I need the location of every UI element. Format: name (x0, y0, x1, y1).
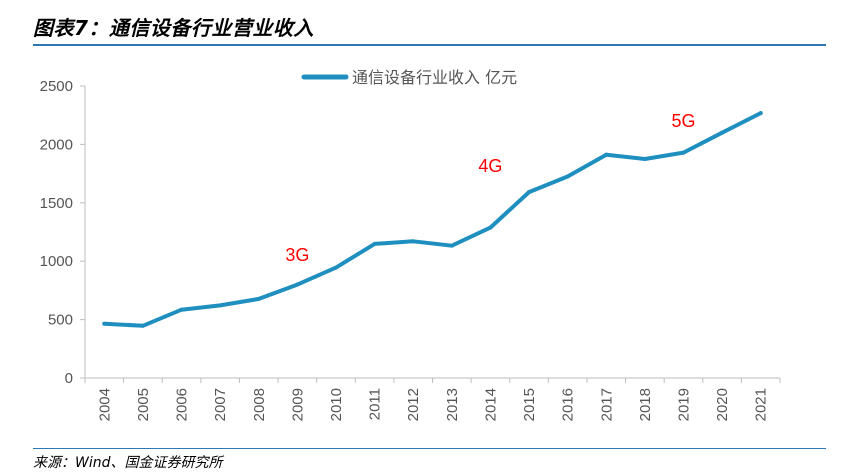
y-tick-label: 0 (65, 370, 73, 387)
data-point (604, 152, 609, 157)
data-point (758, 111, 763, 116)
legend-label: 通信设备行业收入 亿元 (352, 68, 517, 87)
x-tick-label: 2017 (598, 388, 615, 421)
series-line (102, 111, 763, 328)
data-point (449, 243, 454, 248)
x-axis: 2004 2005 2006 2007 2008 2009 2010 2011 2012 2013… (84, 377, 781, 421)
x-tick-label: 2012 (405, 388, 422, 421)
x-tick-label: 2011 (367, 388, 384, 420)
data-point (488, 225, 493, 230)
x-tick-label: 2010 (328, 388, 345, 421)
data-point (720, 130, 725, 135)
data-point (140, 323, 145, 328)
x-tick-label: 2014 (482, 388, 499, 421)
x-tick-label: 2006 (174, 388, 191, 421)
x-tick-label: 2005 (135, 388, 152, 421)
annotation-label: 5G (671, 111, 695, 131)
y-tick-label: 2000 (40, 136, 73, 153)
data-point (527, 190, 532, 195)
data-point (681, 150, 686, 155)
y-tick-label: 1000 (40, 253, 73, 270)
data-point (179, 307, 184, 312)
data-point (565, 174, 570, 179)
x-tick-label: 2019 (675, 388, 692, 421)
series-layer (102, 111, 763, 328)
source-note: 来源：Wind、国金证券研究所 (33, 455, 223, 471)
source-rule (33, 448, 826, 449)
annotation-label: 4G (478, 156, 502, 176)
title-rule (33, 44, 826, 46)
x-tick-label: 2020 (714, 388, 731, 421)
x-tick-label: 2021 (753, 388, 770, 421)
x-tick-label: 2013 (444, 388, 461, 421)
x-tick-label: 2018 (637, 388, 654, 421)
x-tick-label: 2015 (521, 388, 538, 421)
chart-legend: 通信设备行业收入 亿元 (301, 68, 517, 87)
y-axis: 0 500 1000 1500 2000 2500 (40, 78, 86, 387)
y-tick-label: 500 (48, 312, 73, 329)
data-point (256, 296, 261, 301)
data-point (333, 265, 338, 270)
x-tick-label: 2004 (96, 388, 113, 421)
x-tick-label: 2008 (251, 388, 268, 421)
annotation-layer: 3G 4G 5G (285, 111, 695, 265)
x-tick-label: 2007 (212, 388, 229, 421)
data-point (411, 239, 416, 244)
x-tick-label: 2016 (560, 388, 577, 421)
y-tick-label: 2500 (40, 78, 73, 95)
x-tick-label: 2009 (289, 388, 306, 421)
data-point (642, 157, 647, 161)
data-point (102, 321, 107, 326)
data-point (218, 303, 223, 308)
data-point (372, 241, 377, 246)
y-tick-label: 1500 (40, 195, 73, 212)
annotation-label: 3G (285, 245, 309, 265)
data-point (295, 282, 300, 287)
figure-title: 图表7：通信设备行业营业收入 (33, 16, 314, 40)
